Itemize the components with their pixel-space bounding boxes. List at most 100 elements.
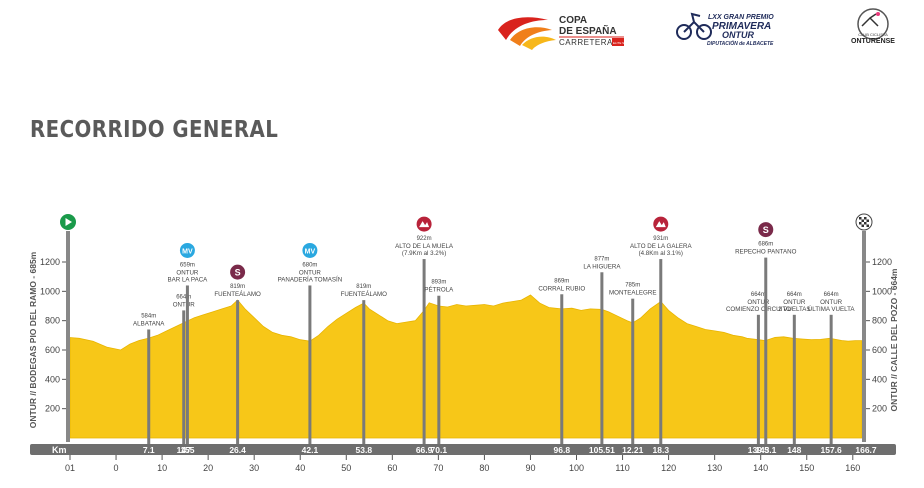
sprint-icon-text: S [763,225,769,235]
marker-place-label: CORRAL RUBIO [538,285,585,292]
copa-badge: ELITE SUB23 [613,41,632,45]
y-tick-label-right: 1200 [872,257,892,267]
marker-altitude-label: 664m [751,292,766,298]
marker-altitude-label: 922m [417,236,432,242]
start-play-glyph [65,218,72,226]
marker-altitude-label: 785m [625,283,640,289]
feed-zone-icon-text: MV [305,248,316,255]
finish-pole-top [862,231,866,240]
gp-line4: DIPUTACIÓN de ALBACETE [707,40,774,47]
checkered-square [859,222,862,225]
marker-altitude-label: 819m [356,284,371,290]
x-tick-label: 160 [845,463,860,473]
marker-km-label: 53.8 [356,445,373,455]
x-tick-label: 100 [569,463,584,473]
gp-line1: LXX GRAN PREMIO [708,14,774,21]
feed-zone-icon-text: MV [182,248,193,255]
start-pole-top [66,231,70,240]
km-bar-label: Km [52,445,67,455]
x-tick-label: 10 [157,463,167,473]
copa-line3: CARRETERA [559,38,613,47]
y-tick-label-left: 600 [45,345,60,355]
mountain-glyph [655,221,666,228]
marker-pole [182,310,186,444]
y-tick-label-left: 1200 [40,257,60,267]
marker-km-label: 96.8 [554,445,571,455]
right-axis-bar [862,240,866,442]
x-tick-label: 80 [479,463,489,473]
marker-place-label: MONTEALEGRE [609,290,656,297]
marker-place-label: ONTUR [176,269,199,276]
marker-pole [422,259,426,444]
marker-pole [308,285,312,444]
marker-pole [631,298,635,444]
x-tick-label: 01 [65,463,75,473]
marker-km-label: 18.3 [653,445,670,455]
marker-altitude-label: 584m [141,313,156,319]
sprint-icon [230,264,246,280]
marker-place-label: (4.8Km al 3.1%) [639,250,683,257]
marker-altitude-label: 686m [758,242,773,248]
copa-espana-logo: COPA DE ESPAÑA CARRETERA ELITE SUB23 [498,15,632,50]
gp-bike-wheel-back [676,24,692,40]
sprint-icon-text: S [235,268,241,278]
x-tick-label: 110 [615,463,629,473]
marker-pole [659,259,663,444]
marker-place-label: (7.9Km al 3.2%) [402,250,446,257]
marker-place-label: ONTUR [299,269,322,276]
y-axis-label-left: ONTUR // BODEGAS PIO DEL RAMO - 685m [28,251,38,428]
marker-km-label: 7.1 [143,445,155,455]
km-bar [30,444,896,455]
sprint-icon [758,222,774,238]
copa-swoosh-orange [510,27,552,46]
page-title: RECORRIDO GENERAL [30,117,279,143]
y-axis-label-right: ONTUR // CALLE DEL POZO - 664m [889,268,899,411]
mountain-glyph [419,221,430,228]
marker-place-label: ALTO DE LA MUELA [395,243,454,250]
feed-zone-icon [302,242,318,258]
checkered-square [864,222,867,225]
marker-altitude-label: 819m [230,284,245,290]
club-rider-dot [876,12,880,16]
marker-place-label: LA HIGUERA [583,263,621,270]
club-ring [857,8,889,40]
marker-altitude-label: 659m [180,262,195,268]
end-distance-label: 166.7 [855,445,877,455]
marker-pole [236,300,240,444]
marker-km-label: 157.6 [821,445,843,455]
x-tick-label: 120 [661,463,676,473]
y-tick-label-right: 1000 [872,286,892,296]
marker-km-label: 147 [177,445,191,455]
marker-pole [147,329,151,444]
gp-cyclist-icon [683,12,705,33]
marker-pole [829,314,833,444]
elevation-profile-area [69,294,863,439]
marker-km-label: 12.21 [622,445,644,455]
copa-line1: COPA [559,15,587,26]
marker-pole [437,295,441,444]
marker-altitude-label: 664m [824,292,839,298]
marker-place-label: 2 VUELTAS [778,306,810,313]
marker-km-label: 105.51 [589,445,615,455]
marker-place-label: ONTUR [820,299,843,306]
marker-pole [600,272,604,444]
marker-place-label: ONTUR [173,301,196,308]
x-tick-label: 90 [525,463,535,473]
club-cyclist-icon [861,13,879,27]
marker-km-label: 139.5 [748,445,770,455]
marker-km-label: 148 [787,445,801,455]
marker-pole [185,285,189,444]
checkered-square [866,219,869,222]
marker-km-label: 143.1 [755,445,777,455]
x-tick-label: 150 [799,463,814,473]
club-line1: CLUB CICLISTA [858,32,888,37]
marker-km-label: 70.1 [431,445,448,455]
marker-km-label: 26.4 [229,445,246,455]
left-axis-bar [66,240,70,442]
marker-place-label: ONTUR [747,299,770,306]
marker-km-label: 155 [180,445,194,455]
marker-place-label: PANADERÍA TOMASÍN [278,276,343,283]
feed-zone-icon [179,242,195,258]
y-tick-label-right: 800 [872,316,887,326]
